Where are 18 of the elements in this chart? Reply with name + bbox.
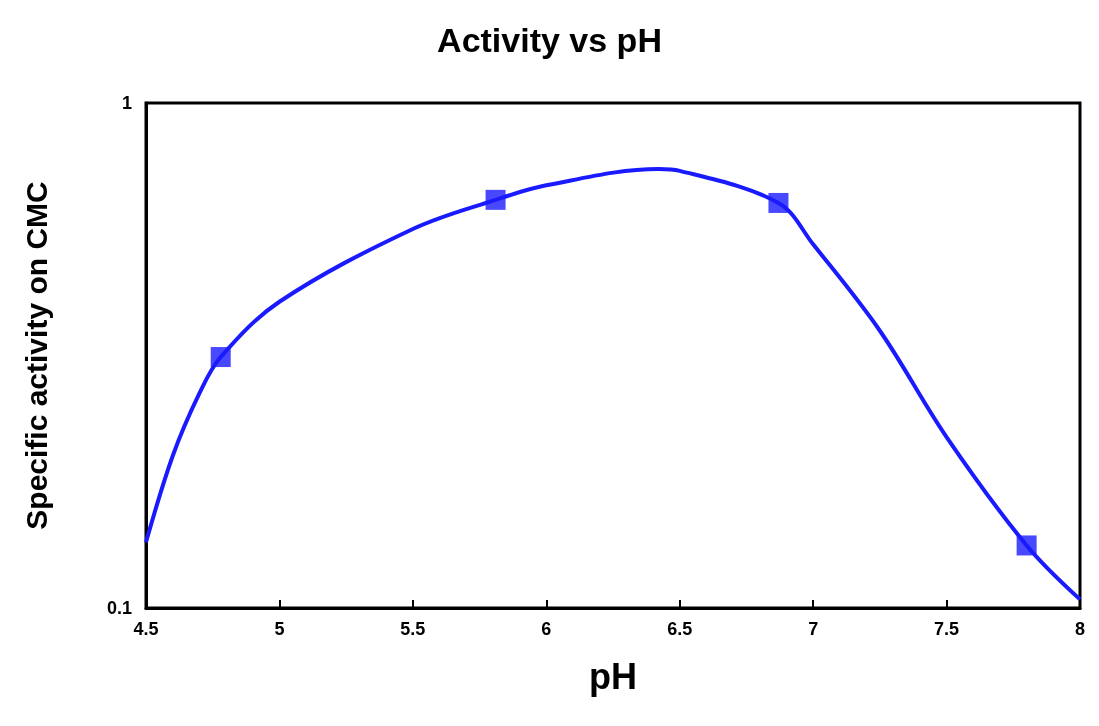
y-tick-label: 1 (121, 93, 132, 113)
point (210, 347, 231, 368)
y-axis-title: Specific activity on CMC (19, 181, 53, 530)
y-tick-label: 0.1 (106, 598, 132, 618)
x-tick-label: 8 (1074, 619, 1086, 639)
x-tick-label: 6 (541, 619, 552, 639)
x-tick-label: 7 (808, 619, 819, 639)
point (768, 192, 789, 213)
x-tick-label: 4.5 (133, 619, 159, 639)
point (1016, 535, 1037, 556)
point (485, 189, 506, 210)
chart-title: Activity vs pH (437, 21, 662, 59)
x-tick-label: 5.5 (400, 619, 426, 639)
x-tick-label: 5 (274, 619, 285, 639)
x-tick-label: 6.5 (667, 619, 693, 639)
x-axis-title: pH (589, 655, 637, 697)
x-tick-label: 7.5 (934, 619, 960, 639)
line-series (144, 167, 1082, 602)
